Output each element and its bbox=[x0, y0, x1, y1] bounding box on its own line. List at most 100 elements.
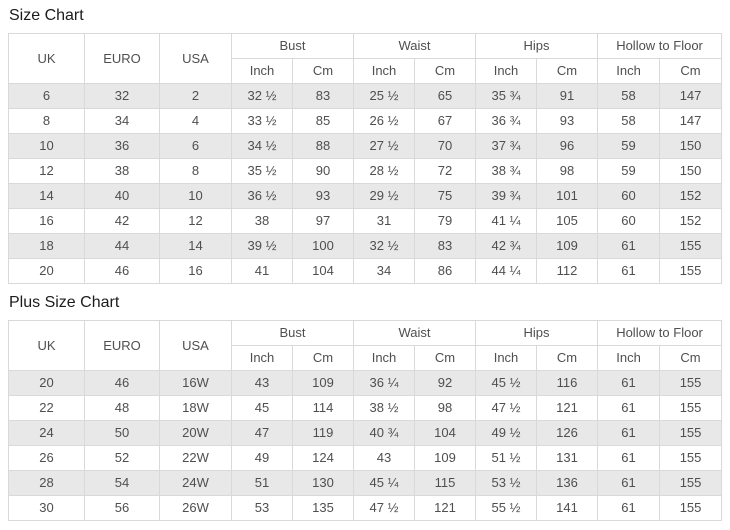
table-cell: 61 bbox=[597, 470, 661, 496]
table-cell: 26W bbox=[159, 495, 232, 521]
table-cell: 135 bbox=[291, 495, 355, 521]
size-chart-title: Size Chart bbox=[9, 7, 84, 24]
table-cell: 38 bbox=[84, 158, 160, 184]
table-cell: 18W bbox=[159, 395, 232, 421]
table-cell: 61 bbox=[597, 495, 661, 521]
column-header: USA bbox=[159, 33, 232, 84]
table-cell: 40 ¾ bbox=[353, 420, 416, 446]
table-cell: 28 ½ bbox=[353, 158, 416, 184]
table-cell: 43 bbox=[353, 445, 416, 471]
table-row: 16 42 12 38 97 31 79 41 ¼ 105 60 152 bbox=[8, 208, 723, 234]
table-cell: 22W bbox=[159, 445, 232, 471]
table-cell: 96 bbox=[536, 133, 599, 159]
table-cell: 6 bbox=[8, 83, 85, 109]
table-cell: 67 bbox=[414, 108, 477, 134]
table-cell: 6 bbox=[159, 133, 232, 159]
unit-header: Inch bbox=[353, 345, 416, 371]
table-cell: 32 ½ bbox=[353, 233, 416, 259]
header-unit-row: Inch Cm Inch Cm Inch Cm Inch Cm bbox=[9, 345, 723, 371]
table-cell: 35 ½ bbox=[231, 158, 293, 184]
unit-header: Inch bbox=[475, 345, 538, 371]
unit-header: Cm bbox=[414, 345, 477, 371]
table-cell: 25 ½ bbox=[353, 83, 416, 109]
column-header: Hips bbox=[475, 33, 599, 59]
table-cell: 98 bbox=[536, 158, 599, 184]
table-cell: 109 bbox=[414, 445, 477, 471]
table-cell: 36 ¼ bbox=[353, 370, 416, 396]
table-cell: 10 bbox=[8, 133, 85, 159]
table-body: 20 46 16W 43 109 36 ¼ 92 45 ½ 116 61 155 22 48 18W 45 1… bbox=[8, 370, 723, 521]
table-cell: 45 bbox=[231, 395, 293, 421]
table-cell: 33 ½ bbox=[231, 108, 293, 134]
table-cell: 38 ½ bbox=[353, 395, 416, 421]
table-row: 20 46 16 41 104 34 86 44 ¼ 112 61 155 bbox=[8, 258, 723, 284]
table-cell: 45 ¼ bbox=[353, 470, 416, 496]
unit-header: Cm bbox=[414, 58, 477, 84]
column-header: Bust bbox=[230, 33, 355, 59]
table-cell: 44 bbox=[84, 233, 160, 259]
column-header: Waist bbox=[353, 33, 477, 59]
table-cell: 136 bbox=[536, 470, 599, 496]
column-header: Bust bbox=[230, 320, 355, 346]
table-cell: 41 bbox=[231, 258, 293, 284]
table-cell: 104 bbox=[291, 258, 355, 284]
table-cell: 27 ½ bbox=[353, 133, 416, 159]
table-cell: 119 bbox=[291, 420, 355, 446]
table-row: 18 44 14 39 ½ 100 32 ½ 83 42 ¾ 109 61 155 bbox=[8, 233, 723, 259]
table-cell: 124 bbox=[291, 445, 355, 471]
table-cell: 16 bbox=[159, 258, 232, 284]
table-cell: 155 bbox=[659, 395, 723, 421]
table-cell: 121 bbox=[414, 495, 477, 521]
table-cell: 43 bbox=[231, 370, 293, 396]
table-cell: 34 bbox=[84, 108, 160, 134]
table-cell: 104 bbox=[414, 420, 477, 446]
table-cell: 2 bbox=[159, 83, 232, 109]
unit-header: Cm bbox=[536, 345, 599, 371]
table-cell: 116 bbox=[536, 370, 599, 396]
table-cell: 85 bbox=[291, 108, 355, 134]
table-cell: 16W bbox=[159, 370, 232, 396]
table-cell: 40 bbox=[84, 183, 160, 209]
table-cell: 39 ¾ bbox=[475, 183, 538, 209]
table-cell: 141 bbox=[536, 495, 599, 521]
table-cell: 61 bbox=[597, 258, 661, 284]
table-cell: 28 bbox=[8, 470, 85, 496]
unit-header: Inch bbox=[231, 58, 293, 84]
table-cell: 155 bbox=[659, 370, 723, 396]
unit-header: Cm bbox=[659, 58, 723, 84]
table-cell: 83 bbox=[414, 233, 477, 259]
table-cell: 41 ¼ bbox=[475, 208, 538, 234]
unit-header: Cm bbox=[291, 345, 355, 371]
table-cell: 112 bbox=[536, 258, 599, 284]
table-row: 14 40 10 36 ½ 93 29 ½ 75 39 ¾ 101 60 152 bbox=[8, 183, 723, 209]
table-cell: 20W bbox=[159, 420, 232, 446]
unit-header: Inch bbox=[231, 345, 293, 371]
table-cell: 58 bbox=[597, 83, 661, 109]
table-cell: 8 bbox=[8, 108, 85, 134]
table-header: UK EURO USA Bust Waist Hips Hollow to Floor Inc… bbox=[8, 33, 723, 84]
table-cell: 97 bbox=[291, 208, 355, 234]
table-cell: 60 bbox=[597, 208, 661, 234]
table-cell: 126 bbox=[536, 420, 599, 446]
table-cell: 26 ½ bbox=[353, 108, 416, 134]
table-cell: 114 bbox=[291, 395, 355, 421]
table-cell: 52 bbox=[84, 445, 160, 471]
table-cell: 49 bbox=[231, 445, 293, 471]
table-cell: 150 bbox=[659, 158, 723, 184]
table-cell: 152 bbox=[659, 208, 723, 234]
table-row: 28 54 24W 51 130 45 ¼ 115 53 ½ 136 61 155 bbox=[8, 470, 723, 496]
table-cell: 31 bbox=[353, 208, 416, 234]
table-cell: 20 bbox=[8, 258, 85, 284]
table-cell: 56 bbox=[84, 495, 160, 521]
table-cell: 86 bbox=[414, 258, 477, 284]
table-cell: 24W bbox=[159, 470, 232, 496]
table-cell: 58 bbox=[597, 108, 661, 134]
table-cell: 100 bbox=[291, 233, 355, 259]
table-cell: 8 bbox=[159, 158, 232, 184]
table-cell: 93 bbox=[536, 108, 599, 134]
column-header: UK bbox=[8, 33, 85, 84]
column-header: Hips bbox=[475, 320, 599, 346]
table-row: 26 52 22W 49 124 43 109 51 ½ 131 61 155 bbox=[8, 445, 723, 471]
table-cell: 12 bbox=[8, 158, 85, 184]
table-cell: 83 bbox=[291, 83, 355, 109]
